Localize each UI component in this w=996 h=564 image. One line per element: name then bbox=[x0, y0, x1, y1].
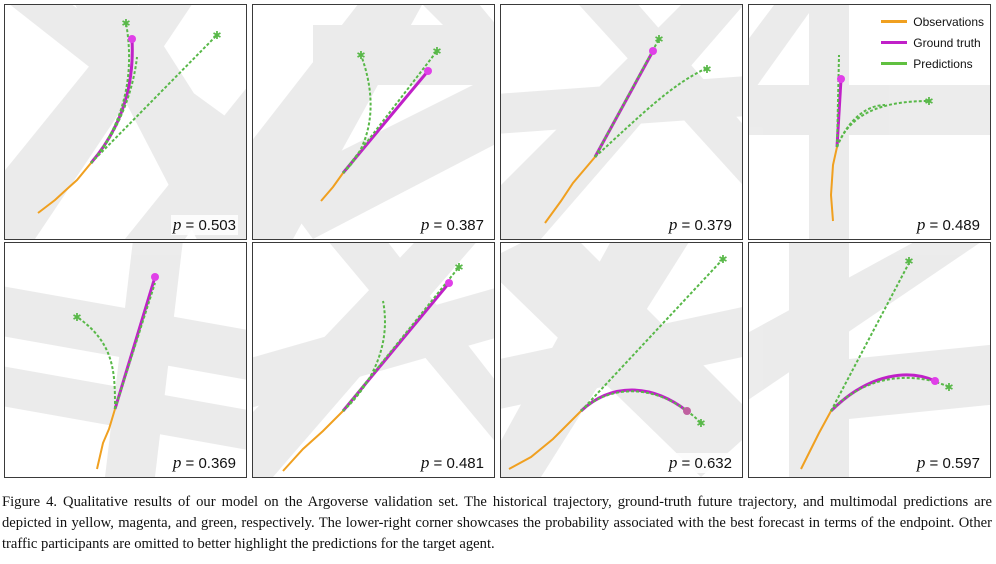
road-map bbox=[5, 5, 246, 239]
prediction-endpoint-icon: ✱ bbox=[72, 312, 81, 324]
prediction-endpoint-icon: ✱ bbox=[696, 418, 705, 430]
prediction-endpoint-icon: ✱ bbox=[718, 254, 727, 266]
probability-label: p = 0.481 bbox=[418, 453, 486, 473]
prediction-trajectory bbox=[114, 282, 156, 410]
prediction-endpoint-icon: ✱ bbox=[356, 50, 365, 62]
prediction-trajectory bbox=[342, 54, 372, 174]
legend-item-predictions: Predictions bbox=[881, 53, 984, 74]
prediction-trajectory bbox=[594, 68, 706, 158]
prediction-trajectory bbox=[76, 316, 116, 410]
road-map bbox=[501, 5, 742, 239]
scene-panel-6: ✱ p = 0.481 bbox=[252, 242, 495, 478]
road-map bbox=[5, 243, 246, 477]
prediction-endpoint-icon: ✱ bbox=[904, 256, 913, 268]
scene-panel-5: ✱ p = 0.369 bbox=[4, 242, 247, 478]
observation-trajectory bbox=[544, 156, 596, 224]
observation-trajectory bbox=[320, 172, 344, 202]
ground-truth-endpoint bbox=[151, 273, 159, 281]
ground-truth-endpoint bbox=[424, 67, 432, 75]
legend-item-observations: Observations bbox=[881, 11, 984, 32]
ground-truth-endpoint bbox=[649, 47, 657, 55]
probability-label: p = 0.369 bbox=[170, 453, 238, 473]
probability-label: p = 0.489 bbox=[914, 215, 982, 235]
probability-label: p = 0.632 bbox=[666, 453, 734, 473]
scene-6-plot: ✱ bbox=[253, 243, 494, 477]
ground-truth-endpoint bbox=[837, 75, 845, 83]
legend: Observations Ground truth Predictions bbox=[881, 11, 984, 74]
scene-3-plot: ✱ ✱ bbox=[501, 5, 742, 239]
scene-panel-2: ✱ ✱ p = 0.387 bbox=[252, 4, 495, 240]
scene-8-plot: ✱ ✱ bbox=[749, 243, 990, 477]
prediction-endpoint-icon: ✱ bbox=[924, 96, 933, 108]
scene-4-plot: ✱ bbox=[749, 5, 990, 239]
scene-panel-7: ✱ ✱ p = 0.632 bbox=[500, 242, 743, 478]
observation-trajectory bbox=[508, 410, 582, 470]
observation-trajectory bbox=[800, 410, 832, 470]
observation-trajectory bbox=[282, 410, 344, 472]
scene-5-plot: ✱ bbox=[5, 243, 246, 477]
prediction-endpoint-icon: ✱ bbox=[432, 46, 441, 58]
probability-label: p = 0.387 bbox=[418, 215, 486, 235]
prediction-endpoint-icon: ✱ bbox=[454, 262, 463, 274]
road-map bbox=[253, 243, 494, 477]
observation-trajectory bbox=[96, 408, 116, 470]
scene-panel-1: ✱ ✱ p = 0.503 bbox=[4, 4, 247, 240]
road-map bbox=[501, 243, 742, 477]
ground-truth-endpoint bbox=[683, 407, 691, 415]
road-map bbox=[749, 243, 990, 477]
prediction-endpoint-icon: ✱ bbox=[702, 64, 711, 76]
prediction-trajectory bbox=[594, 38, 660, 158]
figure-caption: Figure 4. Qualitative results of our mod… bbox=[2, 494, 992, 552]
observation-trajectory bbox=[829, 146, 838, 222]
scene-panel-8: ✱ ✱ p = 0.597 bbox=[748, 242, 991, 478]
prediction-endpoint-icon: ✱ bbox=[121, 18, 130, 30]
scene-panel-3: ✱ ✱ p = 0.379 bbox=[500, 4, 743, 240]
ground-truth-endpoint bbox=[931, 377, 939, 385]
prediction-trajectory bbox=[342, 266, 460, 412]
probability-label: p = 0.597 bbox=[914, 453, 982, 473]
legend-item-ground-truth: Ground truth bbox=[881, 32, 984, 53]
prediction-endpoint-icon: ✱ bbox=[212, 30, 221, 42]
prediction-trajectory bbox=[830, 262, 910, 412]
scene-panel-4: ✱ Observations Ground truth Predictions … bbox=[748, 4, 991, 240]
scene-1-plot: ✱ ✱ bbox=[5, 5, 246, 239]
ground-truth-endpoint bbox=[128, 35, 136, 43]
probability-label: p = 0.503 bbox=[170, 215, 238, 235]
scene-7-plot: ✱ ✱ bbox=[501, 243, 742, 477]
prediction-endpoint-icon: ✱ bbox=[944, 382, 953, 394]
observation-trajectory bbox=[37, 162, 92, 214]
ground-truth-endpoint bbox=[445, 279, 453, 287]
scene-2-plot: ✱ ✱ bbox=[253, 5, 494, 239]
prediction-trajectory bbox=[836, 104, 886, 148]
prediction-trajectory bbox=[90, 22, 130, 164]
prediction-trajectory bbox=[836, 54, 840, 148]
prediction-trajectory bbox=[342, 300, 386, 412]
road-map bbox=[253, 5, 494, 239]
probability-label: p = 0.379 bbox=[666, 215, 734, 235]
prediction-endpoint-icon: ✱ bbox=[654, 34, 663, 46]
